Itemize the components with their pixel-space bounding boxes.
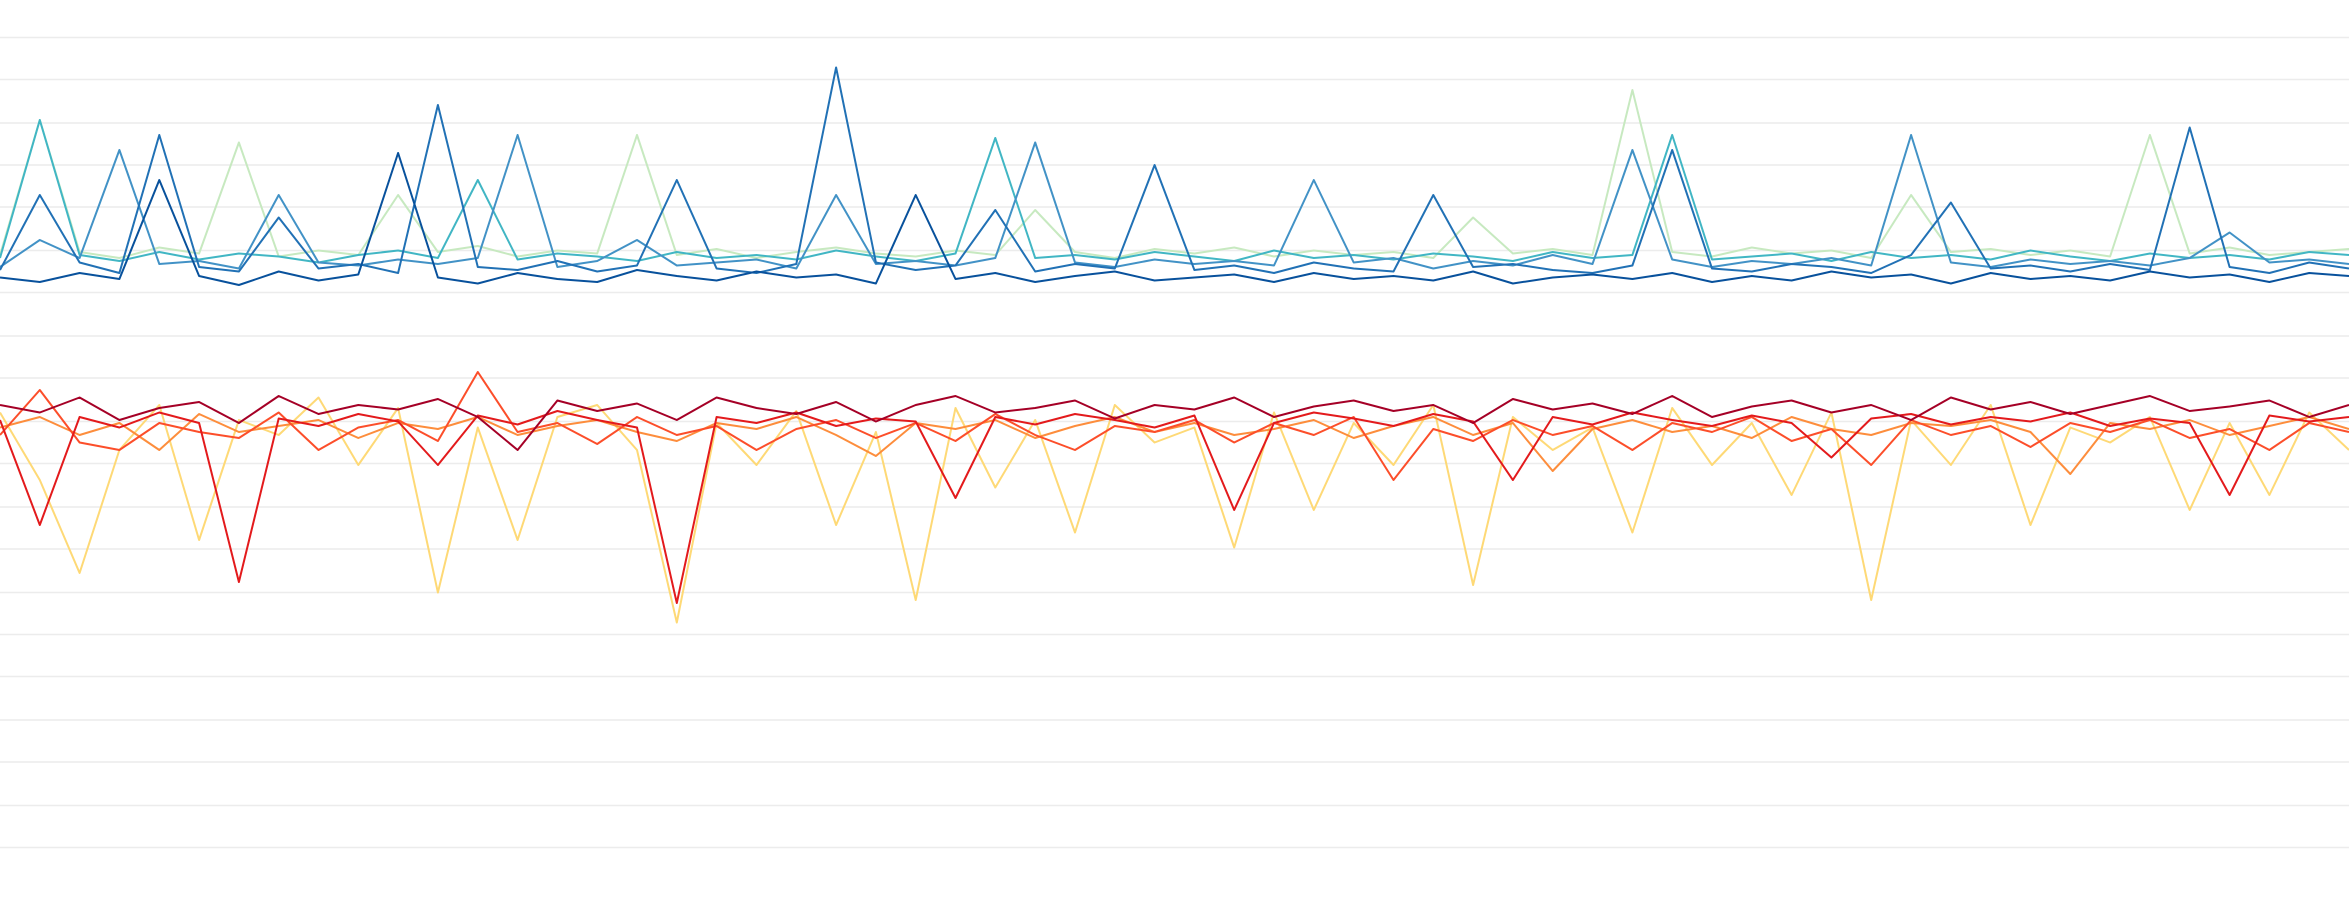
series-line (0, 119, 2349, 264)
series-line (0, 134, 2349, 270)
series-line (0, 413, 2349, 475)
series-line (0, 395, 2349, 451)
series-line (0, 396, 2349, 624)
series-line (0, 152, 2349, 286)
series-line (0, 89, 2349, 259)
series-line (0, 66, 2349, 274)
series-line (0, 410, 2349, 604)
